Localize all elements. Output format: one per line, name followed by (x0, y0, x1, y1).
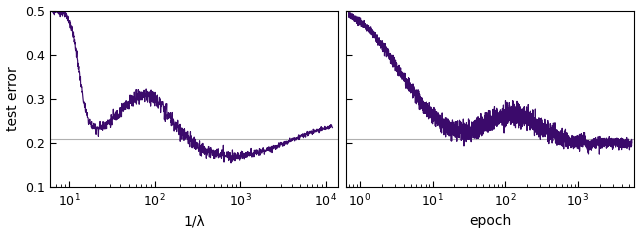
X-axis label: epoch: epoch (469, 214, 511, 228)
X-axis label: 1/λ: 1/λ (183, 214, 205, 228)
Y-axis label: test error: test error (6, 67, 20, 131)
